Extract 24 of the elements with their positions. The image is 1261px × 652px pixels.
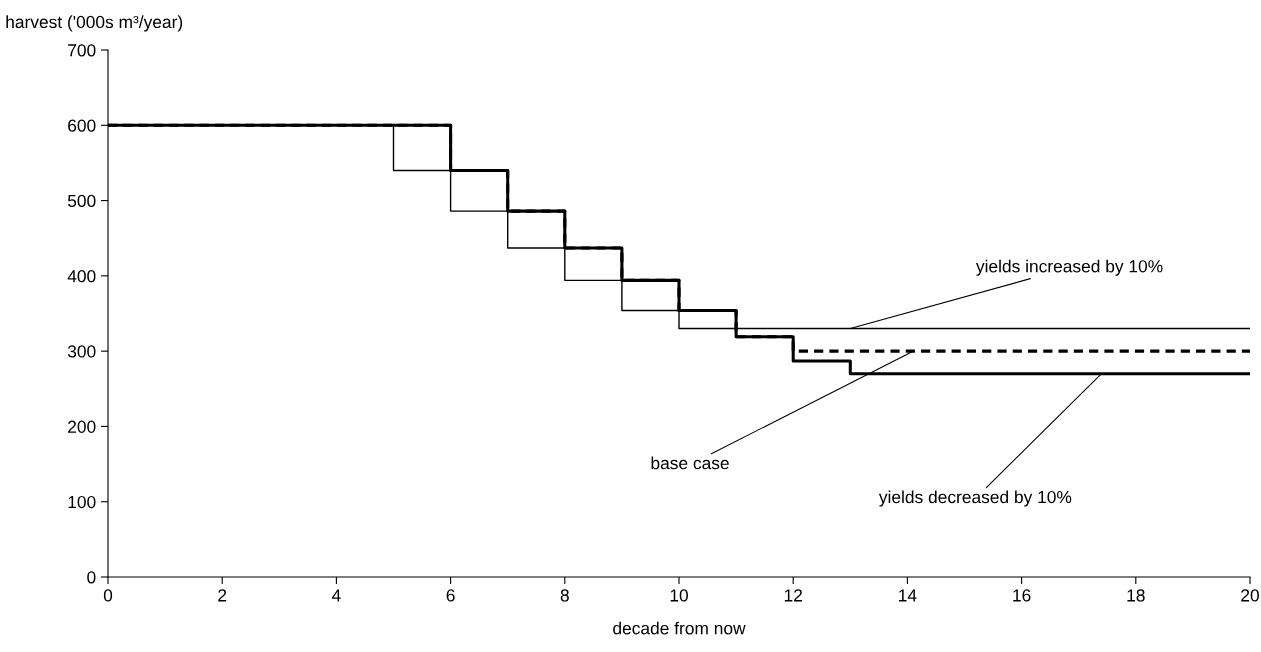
x-tick-label: 2 xyxy=(218,589,227,602)
x-tick-label: 0 xyxy=(103,589,113,602)
y-tick-label: 200 xyxy=(68,420,96,433)
x-tick-label: 8 xyxy=(560,589,569,602)
x-tick-label: 14 xyxy=(899,589,917,602)
y-tick-label: 0 xyxy=(87,571,96,584)
x-tick-label: 16 xyxy=(1013,589,1031,602)
x-tick-label: 20 xyxy=(1241,589,1259,602)
y-tick-label: 300 xyxy=(67,345,96,358)
x-tick-label: 10 xyxy=(670,589,688,602)
y-tick-label: 600 xyxy=(68,119,96,132)
y-axis-title: harvest ('000s m³/year) xyxy=(6,15,183,32)
y-tick-label: 100 xyxy=(68,495,96,509)
y-tick-label: 700 xyxy=(68,44,96,57)
y-tick-label: 500 xyxy=(67,194,96,208)
y-tick-label: 400 xyxy=(67,270,96,283)
annotation: yields increased by 10% xyxy=(975,259,1163,276)
x-tick-label: 18 xyxy=(1127,589,1145,602)
x-tick-label: 12 xyxy=(784,589,802,602)
x-tick-label: 4 xyxy=(331,589,341,602)
x-tick-label: 6 xyxy=(446,589,455,602)
annotation: base case xyxy=(651,456,729,470)
annotation: yields decreased by 10% xyxy=(878,490,1072,507)
x-axis-title: decade from now xyxy=(613,621,746,635)
